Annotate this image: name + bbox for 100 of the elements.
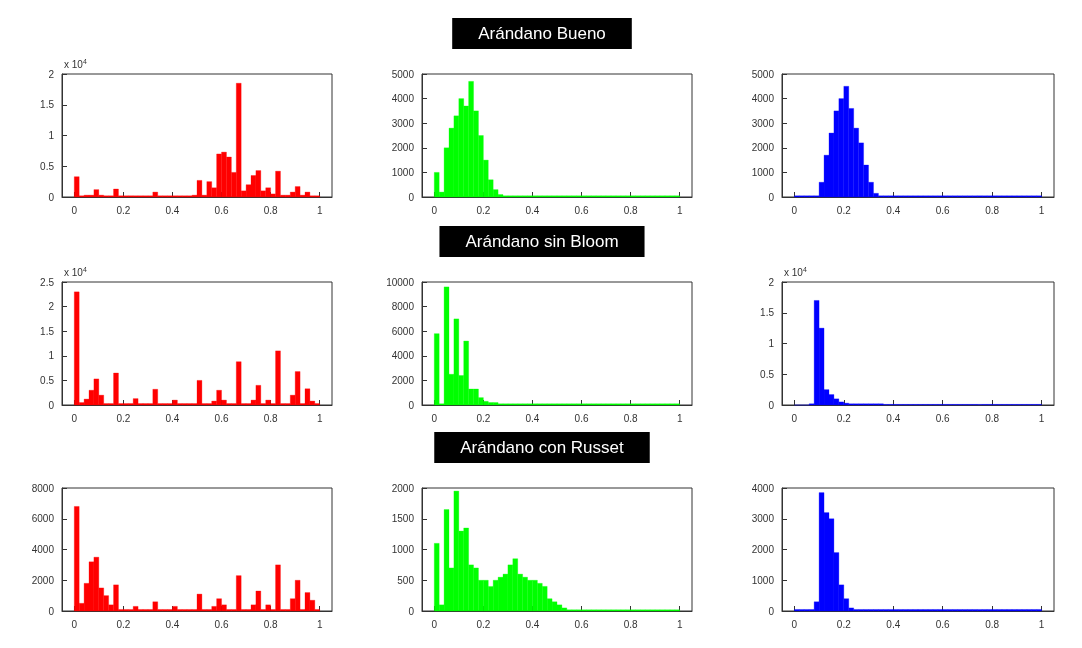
x-tick-label: 0.4 [165, 618, 180, 630]
x-tick-label: 1 [316, 204, 323, 216]
y-tick-label: 0 [408, 605, 415, 617]
y-tick-label: 2000 [391, 482, 415, 494]
x-tick-label: 0.8 [623, 618, 639, 630]
x-tick-label: 0.2 [836, 204, 852, 216]
y-tick-label: 2000 [391, 142, 415, 154]
y-tick-label: 500 [397, 574, 415, 586]
x-tick-label: 0.8 [985, 618, 1000, 630]
x-tick-label: 0.8 [985, 412, 1000, 424]
y-tick-label: 0.5 [40, 160, 55, 172]
y-tick-label: 2.5 [40, 276, 55, 288]
y-tick-label: 4000 [391, 350, 415, 362]
y-tick-label: 2000 [391, 374, 415, 386]
x-tick-label: 1 [676, 618, 683, 630]
y-tick-label: 4000 [31, 544, 55, 555]
x-tick-label: 0.8 [263, 204, 279, 216]
x-tick-label: 0 [71, 412, 78, 424]
y-tick-label: 8000 [391, 301, 415, 313]
y-tick-label: 2 [768, 276, 775, 288]
y-tick-label: 0 [768, 191, 775, 203]
y-tick-label: 0.5 [40, 374, 55, 386]
y-tick-label: 0 [768, 605, 775, 617]
x-tick-label: 1 [1038, 618, 1045, 630]
x-tick-label: 0.2 [476, 204, 491, 216]
y-tick-label: 3000 [751, 513, 775, 525]
x-tick-label: 0.6 [574, 618, 589, 630]
x-tick-label: 0.8 [263, 412, 279, 424]
x-tick-label: 0.4 [525, 618, 540, 630]
x-tick-label: 0.6 [214, 204, 229, 216]
y-tick-label: 1000 [751, 574, 775, 586]
x-tick-label: 1 [1038, 412, 1045, 424]
x-tick-label: 0 [431, 618, 438, 630]
y-tick-label: 4000 [751, 482, 775, 494]
x-tick-label: 0 [71, 204, 78, 216]
y-tick-label: 2000 [751, 544, 775, 555]
y-tick-label: 0.5 [760, 368, 775, 380]
y-tick-label: 2 [48, 68, 55, 80]
y-tick-label: 2000 [751, 142, 775, 154]
x-tick-label: 0.2 [836, 412, 852, 424]
x-tick-label: 0.4 [886, 204, 901, 216]
chart-title: Arándano sin Bloom [465, 232, 619, 251]
y-tick-label: 1.5 [760, 307, 775, 319]
y-tick-label: 1000 [391, 544, 415, 555]
chart-title: Arándano con Russet [460, 438, 625, 457]
y-tick-label: 4000 [751, 93, 775, 105]
x-tick-label: 1 [676, 204, 683, 216]
x-tick-label: 0.2 [476, 412, 491, 424]
x-tick-label: 0.2 [476, 618, 491, 630]
x-tick-label: 0.4 [886, 412, 901, 424]
y-tick-label: 4000 [391, 93, 415, 105]
y-tick-label: 6000 [31, 513, 55, 525]
y-tick-label: 1500 [391, 513, 415, 525]
x-tick-label: 0.6 [214, 412, 229, 424]
x-tick-label: 0.2 [116, 618, 131, 630]
y-tick-label: 10000 [386, 276, 415, 288]
y-tick-label: 2 [48, 301, 55, 313]
y-tick-label: 8000 [31, 482, 55, 494]
y-tick-label: 3000 [391, 117, 415, 129]
y-tick-label: 0 [48, 191, 55, 203]
x-tick-label: 0.4 [165, 204, 180, 216]
x-tick-label: 0 [71, 618, 78, 630]
x-tick-label: 0.2 [116, 204, 131, 216]
x-tick-label: 0.4 [525, 204, 540, 216]
y-tick-label: 6000 [391, 325, 415, 337]
x-tick-label: 0.6 [935, 618, 951, 630]
y-tick-label: 1 [48, 350, 55, 362]
x-tick-label: 0.2 [116, 412, 131, 424]
x-tick-label: 1 [676, 412, 683, 424]
x-tick-label: 0 [791, 412, 798, 424]
y-tick-label: 0 [408, 399, 415, 411]
x-tick-label: 1 [316, 412, 323, 424]
y-tick-label: 1 [768, 338, 775, 349]
x-tick-label: 0.8 [985, 204, 1000, 216]
x-tick-label: 0 [431, 412, 438, 424]
x-tick-label: 0 [791, 204, 798, 216]
y-tick-label: 5000 [751, 68, 775, 80]
y-tick-label: 0 [48, 399, 55, 411]
x-tick-label: 0.8 [623, 412, 639, 424]
x-tick-label: 0.6 [574, 412, 589, 424]
y-tick-label: 0 [768, 399, 775, 411]
y-tick-label: 1.5 [40, 99, 55, 111]
x-tick-label: 0.4 [886, 618, 901, 630]
y-tick-label: 2000 [31, 574, 55, 586]
x-tick-label: 0.8 [623, 204, 639, 216]
y-tick-label: 1000 [751, 166, 775, 178]
x-tick-label: 0.4 [165, 412, 180, 424]
y-tick-label: 1000 [391, 166, 415, 178]
x-tick-label: 0.6 [935, 412, 951, 424]
x-tick-label: 0.6 [935, 204, 951, 216]
y-tick-label: 0 [408, 191, 415, 203]
y-tick-label: 1 [48, 130, 55, 141]
y-tick-label: 0 [48, 605, 55, 617]
y-tick-label: 1.5 [40, 325, 55, 337]
x-tick-label: 0.8 [263, 618, 279, 630]
x-tick-label: 0.6 [214, 618, 229, 630]
x-tick-label: 0 [791, 618, 798, 630]
x-tick-label: 1 [1038, 204, 1045, 216]
x-tick-label: 0.4 [525, 412, 540, 424]
chart-title: Arándano Bueno [478, 24, 606, 43]
